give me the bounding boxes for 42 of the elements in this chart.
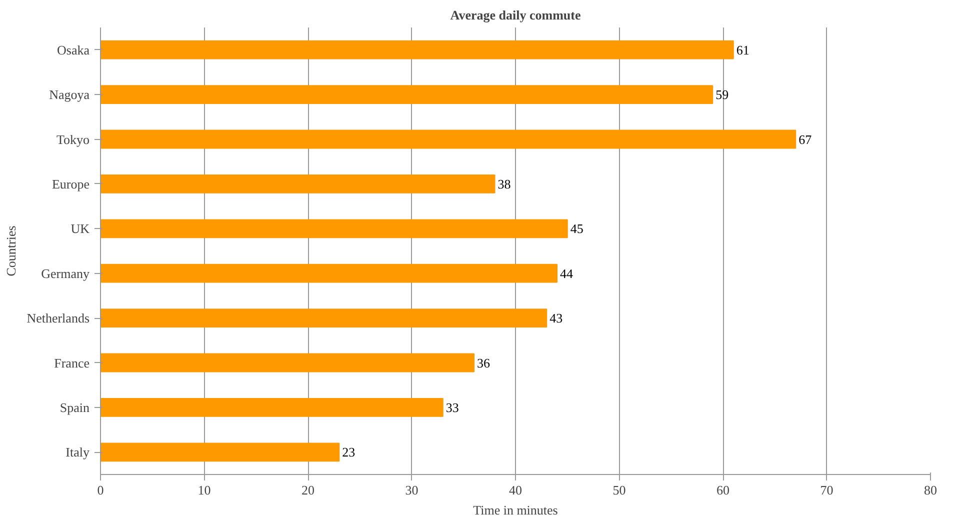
y-tick-label: Germany [41, 266, 90, 281]
bar [100, 308, 548, 328]
data-label: 38 [498, 176, 511, 192]
y-tick-label: Italy [66, 444, 90, 460]
x-tick-label: 0 [97, 482, 104, 498]
x-tick-label: 50 [612, 482, 626, 498]
x-tick-label: 80 [924, 482, 937, 498]
data-label: 67 [798, 132, 812, 147]
y-tick-label: UK [70, 221, 90, 236]
x-tick-label: 40 [509, 482, 522, 498]
x-axis-title: Time in minutes [473, 502, 558, 518]
x-tick-label: 30 [405, 482, 418, 498]
y-tick-label: Spain [60, 400, 90, 415]
bar [100, 219, 568, 238]
y-tick-label: France [54, 355, 90, 370]
x-tick-label: 70 [820, 482, 834, 498]
x-tick-label: 20 [302, 482, 314, 498]
y-axis-title: Countries [4, 226, 19, 276]
x-tick-label: 60 [716, 482, 730, 498]
data-label: 61 [736, 42, 750, 58]
bar [100, 398, 444, 417]
bar [100, 174, 496, 194]
data-label: 59 [716, 87, 729, 102]
data-label: 23 [342, 444, 356, 460]
data-label: 43 [550, 310, 563, 326]
bar [100, 353, 474, 372]
x-tick-label: 10 [198, 482, 211, 498]
y-tick-label: Tokyo [56, 132, 90, 147]
data-label: 44 [560, 266, 574, 281]
bar [100, 442, 340, 462]
y-tick-label: Nagoya [49, 87, 90, 102]
data-label: 33 [446, 400, 459, 415]
bar [100, 130, 796, 149]
y-tick-label: Europe [52, 176, 90, 192]
bar [100, 264, 558, 283]
y-tick-label: Netherlands [26, 310, 90, 326]
data-label: 45 [570, 221, 584, 236]
data-label: 36 [477, 355, 490, 370]
chart-title: Average daily commute [450, 8, 581, 22]
bar [100, 40, 734, 60]
bar [100, 85, 714, 104]
y-tick-label: Osaka [57, 42, 90, 58]
